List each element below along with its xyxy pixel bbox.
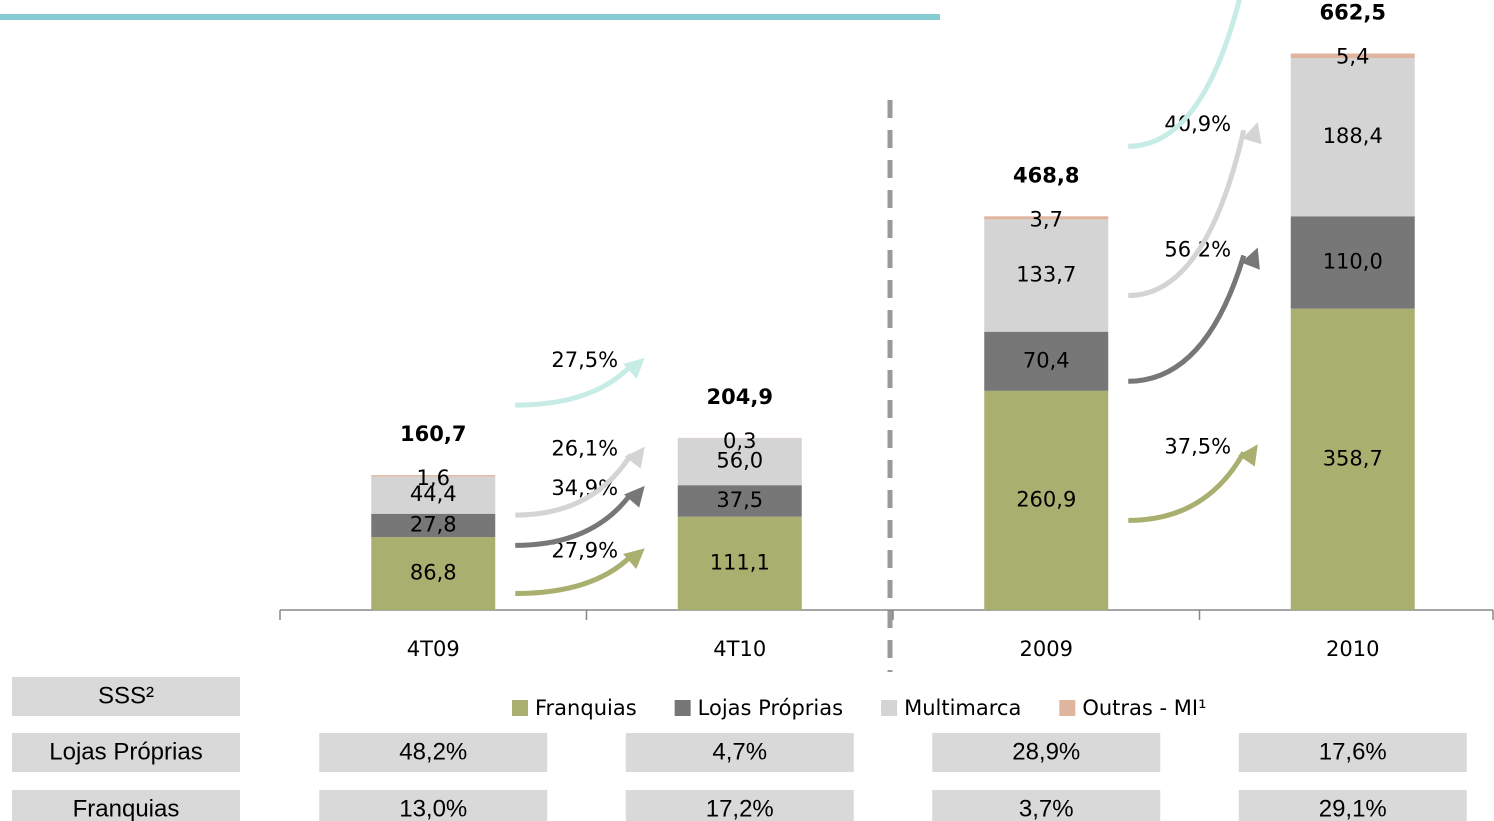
- table-cell: [932, 733, 1161, 772]
- legend-label: Franquias: [535, 696, 637, 720]
- value-label: 358,7: [1323, 446, 1383, 470]
- value-label: 37,5: [716, 488, 763, 512]
- value-label: 111,1: [710, 550, 770, 574]
- value-label: 5,4: [1336, 45, 1369, 69]
- growth-arrow: [1128, 451, 1246, 523]
- bar-segment: [371, 513, 496, 538]
- x-tick-label: 2010: [1326, 637, 1379, 661]
- legend-swatch: [1059, 700, 1076, 716]
- growth-arrow: [515, 364, 633, 408]
- value-label: 1,6: [417, 466, 450, 490]
- table-cell: [932, 790, 1161, 821]
- bar-segment: [1290, 308, 1415, 610]
- bar-segment: [1290, 58, 1415, 217]
- value-label: 3,7: [1030, 207, 1063, 231]
- total-label: 160,7: [400, 422, 466, 446]
- table-value: 13,0%: [399, 795, 467, 821]
- legend-swatch: [881, 700, 898, 716]
- bar-segment: [1290, 216, 1415, 309]
- total-label: 204,9: [707, 385, 773, 409]
- value-label: 44,4: [410, 482, 457, 506]
- value-label: 86,8: [410, 561, 457, 585]
- value-label: 260,9: [1016, 487, 1076, 511]
- growth-label: 40,9%: [1164, 112, 1231, 136]
- bar-segment: [371, 476, 496, 514]
- bar-segment: [984, 216, 1109, 220]
- legend-label: Outras - MI¹: [1082, 696, 1206, 720]
- bar-segment: [371, 475, 496, 477]
- value-label: 27,8: [410, 512, 457, 536]
- growth-label: 37,5%: [1164, 434, 1231, 458]
- growth-arrow: [1128, 0, 1242, 149]
- table-value: 17,6%: [1319, 738, 1387, 765]
- bar-segment: [677, 438, 802, 486]
- table-value: 29,1%: [1319, 795, 1387, 821]
- table-cell: [1238, 790, 1467, 821]
- table-value: 3,7%: [1019, 795, 1074, 821]
- value-label: 0,3: [723, 429, 756, 453]
- row-label-cell: [12, 790, 240, 821]
- bar-segment: [1290, 53, 1415, 59]
- x-tick-label: 2009: [1020, 637, 1073, 661]
- legend-swatch: [512, 700, 528, 716]
- table-value: 4,7%: [712, 738, 767, 765]
- growth-label: 27,5%: [551, 348, 618, 372]
- bar-segment: [677, 516, 802, 610]
- arrow-head: [624, 446, 645, 469]
- bar-segment: [677, 485, 802, 517]
- growth-arrow: [515, 453, 633, 518]
- arrow-head: [623, 357, 645, 379]
- growth-label: 27,9%: [551, 538, 618, 562]
- arrow-head: [1242, 122, 1262, 145]
- arrow-head: [1238, 444, 1258, 467]
- growth-arrow: [1128, 129, 1247, 299]
- total-label: 662,5: [1320, 1, 1386, 25]
- value-label: 188,4: [1323, 124, 1383, 148]
- table-cell: [319, 790, 548, 821]
- growth-arrow: [515, 492, 633, 548]
- table-value: 28,9%: [1012, 738, 1080, 765]
- bar-segment: [984, 219, 1109, 332]
- arrow-head: [623, 548, 645, 570]
- value-label: 133,7: [1016, 263, 1076, 287]
- bar-segment: [371, 537, 496, 610]
- growth-arrow: [515, 554, 633, 597]
- total-label: 468,8: [1013, 163, 1079, 187]
- table-cell: [625, 733, 854, 772]
- bar-segment: [984, 331, 1109, 391]
- growth-label: 26,1%: [551, 437, 618, 461]
- table-header: SSS²: [98, 682, 154, 709]
- table-cell: [319, 733, 548, 772]
- value-label: 110,0: [1323, 249, 1383, 273]
- legend-label: Multimarca: [904, 696, 1021, 720]
- table-cell: [625, 790, 854, 821]
- value-label: 70,4: [1023, 348, 1070, 372]
- row-label: Franquias: [73, 795, 180, 821]
- growth-arrow: [1128, 254, 1247, 384]
- table-value: 17,2%: [706, 795, 774, 821]
- x-tick-label: 4T09: [407, 637, 460, 661]
- row-label: Lojas Próprias: [49, 738, 202, 765]
- table-cell: [1238, 733, 1467, 772]
- table-header-cell: [12, 677, 240, 716]
- legend-label: Lojas Próprias: [698, 696, 843, 720]
- row-label-cell: [12, 733, 240, 772]
- arrow-head: [1241, 247, 1260, 270]
- arrow-head: [624, 485, 645, 508]
- table-value: 48,2%: [399, 738, 467, 765]
- x-tick-label: 4T10: [713, 637, 766, 661]
- bar-segment: [984, 390, 1109, 610]
- legend-swatch: [674, 700, 691, 716]
- value-label: 56,0: [716, 449, 763, 473]
